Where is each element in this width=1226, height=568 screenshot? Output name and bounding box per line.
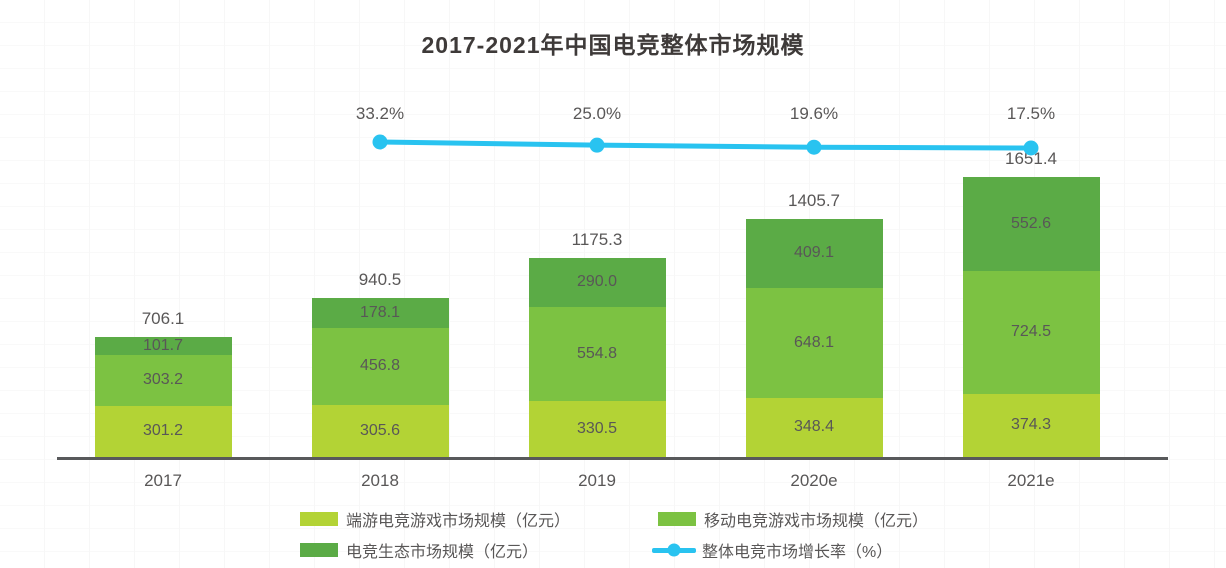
legend-item: 整体电竞市场增长率（%） [652,539,892,561]
stacked-bar-2019: 290.0 554.8 330.5 [528,257,666,457]
bar-segment: 456.8 [311,327,449,406]
growth-rate-label: 25.0% [572,104,622,123]
x-axis-label-2020e: 2020e [790,471,838,490]
bar-total-label: 1651.4 [1005,149,1057,168]
bar-segment: 374.3 [962,393,1100,457]
legend-swatch-icon [300,543,338,557]
legend-line-icon [652,543,696,557]
legend-label: 端游电竞游戏市场规模（亿元） [346,513,571,530]
legend-label: 电竞生态市场规模（亿元） [346,544,539,561]
bar-total-label: 940.5 [358,269,402,289]
legend-swatch-icon [300,512,338,526]
bar-segment: 724.5 [962,270,1100,394]
growth-line [379,139,1032,151]
x-axis-label-2018: 2018 [361,471,399,490]
x-axis-line [57,457,1168,460]
bar-segment: 290.0 [528,257,666,307]
bar-segment: 330.5 [528,400,666,457]
legend-item: 端游电竞游戏市场规模（亿元） [300,508,570,530]
bar-total-label: 706.1 [141,309,185,329]
x-axis-label-2017: 2017 [144,471,182,490]
legend-line-dot-icon [667,543,681,557]
legend-label: 整体电竞市场增长率（%） [702,544,893,561]
legend-swatch-icon [658,512,696,526]
chart-title: 2017-2021年中国电竞整体市场规模 [421,32,805,58]
bar-segment: 554.8 [528,306,666,401]
bar-segment: 301.2 [94,405,232,457]
growth-line-point [1023,140,1039,156]
legend-item: 电竞生态市场规模（亿元） [300,539,538,561]
growth-line-point [806,139,822,155]
growth-rate-label: 33.2% [355,104,405,123]
bar-total-label: 1175.3 [571,229,623,249]
bar-segment: 409.1 [745,218,883,289]
stacked-bar-2020e: 409.1 648.1 348.4 [745,218,883,457]
x-axis-label-2021e: 2021e [1007,471,1055,490]
bar-segment: 348.4 [745,397,883,457]
stacked-bar-2017: 101.7 303.2 301.2 [94,337,232,457]
bar-segment: 648.1 [745,288,883,398]
legend-item: 移动电竞游戏市场规模（亿元） [658,508,928,530]
growth-rate-label: 19.6% [789,104,839,123]
bar-segment: 552.6 [962,177,1100,271]
bar-segment: 305.6 [311,405,449,457]
growth-line-point [589,137,605,153]
stacked-bar-2018: 178.1 456.8 305.6 [311,297,449,457]
bar-segment: 303.2 [94,354,232,406]
bar-segment: 101.7 [94,337,232,355]
growth-line-point [372,134,388,150]
stacked-bar-2021e: 552.6 724.5 374.3 [962,177,1100,457]
growth-rate-label: 17.5% [1006,104,1056,123]
x-axis-label-2019: 2019 [578,471,616,490]
bar-total-label: 1405.7 [788,190,840,210]
legend-label: 移动电竞游戏市场规模（亿元） [704,513,929,530]
bar-segment: 178.1 [311,297,449,328]
